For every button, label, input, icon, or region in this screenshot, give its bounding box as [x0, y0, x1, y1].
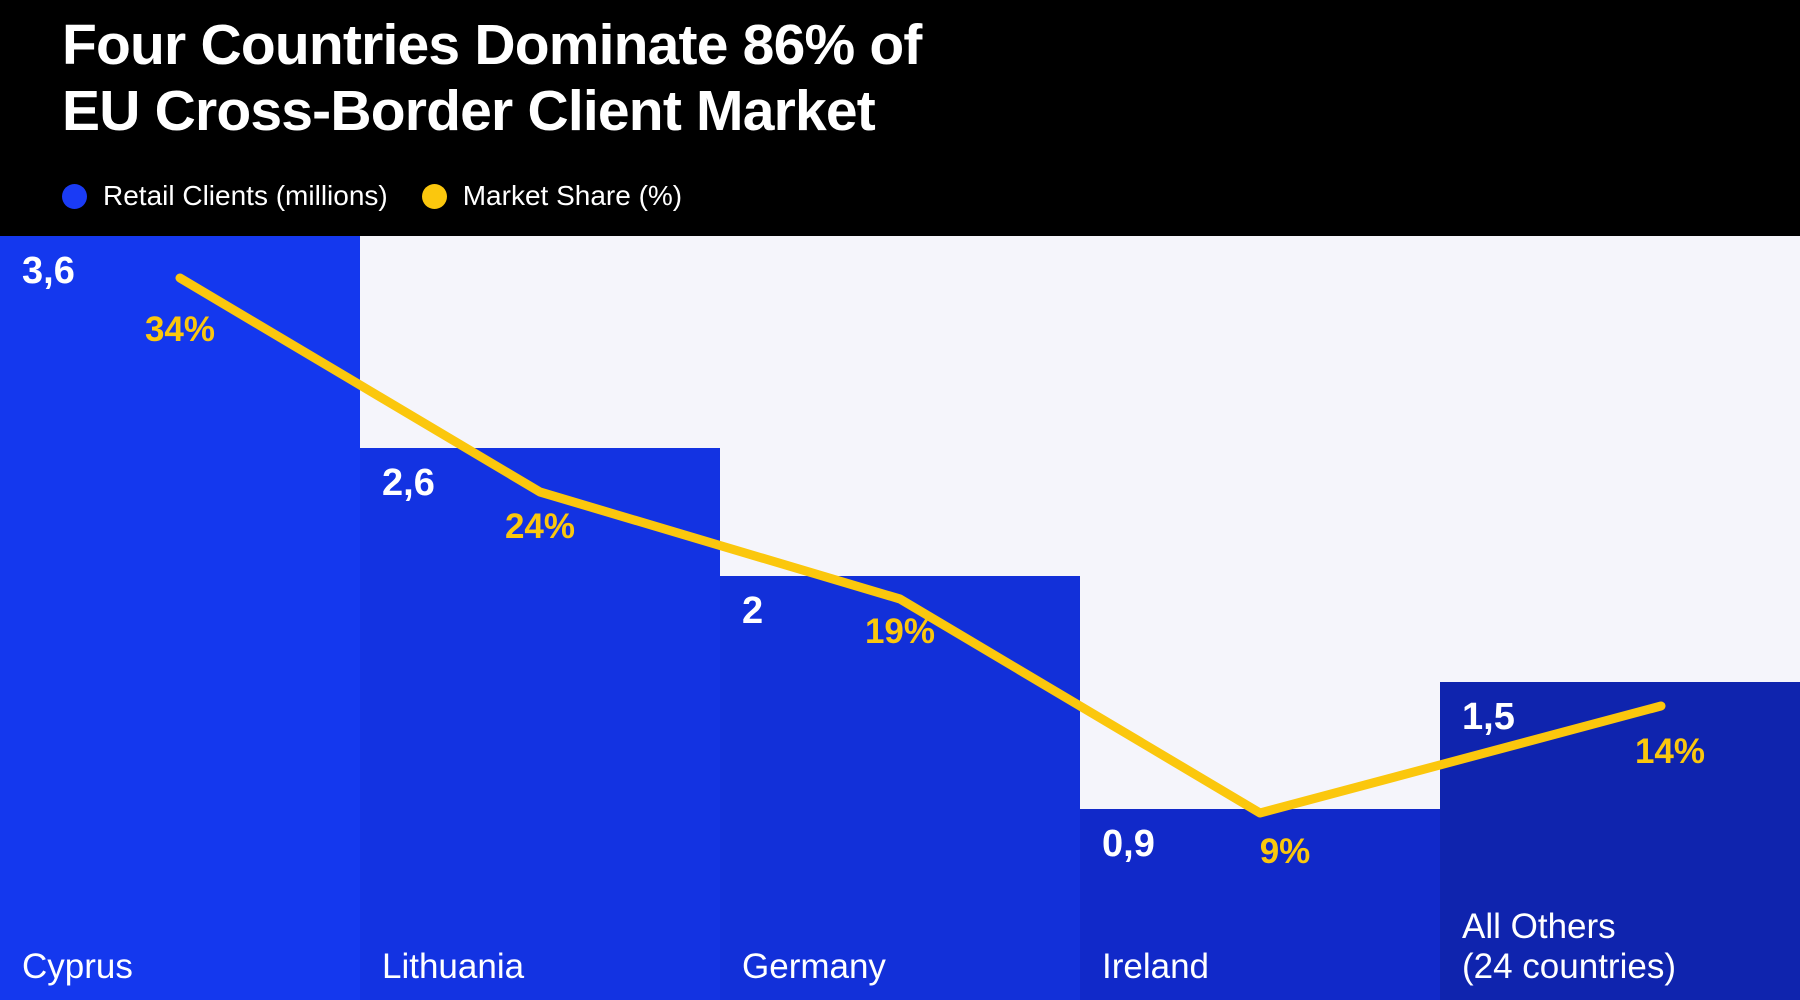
market-share-point-label-all-others: 14%	[1634, 732, 1706, 771]
bar-all-others: 1,5 All Others (24 countries)	[1440, 681, 1800, 1000]
legend-blue-circle-icon	[62, 183, 87, 209]
bar-category-label-germany: Germany	[742, 947, 886, 987]
header: Four Countries Dominate 86% of EU Cross-…	[0, 0, 1800, 236]
legend: Retail Clients (millions) Market Share (…	[62, 180, 682, 212]
title-line-1: Four Countries Dominate 86% of	[62, 13, 922, 77]
bar-value-label-all-others: 1,5	[1462, 695, 1515, 738]
bar-value-label-ireland: 0,9	[1102, 823, 1155, 865]
bar-category-label-ireland: Ireland	[1102, 947, 1210, 987]
market-share-point-label-germany: 19%	[864, 612, 936, 651]
legend-yellow-circle-icon	[421, 183, 447, 209]
market-share-point-label-cyprus: 34%	[144, 310, 216, 349]
bar-category-label-lithuania: Lithuania	[382, 947, 525, 987]
title-line-2: EU Cross-Border Client Market	[62, 79, 876, 143]
bar-value-label-germany: 2	[742, 589, 764, 632]
chart-area: 3,6 Cyprus 2,6 Lithuania 2 Germany 0,9 Ireland 1…	[0, 236, 1800, 1000]
legend-label-market-share: Market Share (%)	[462, 180, 683, 211]
bar-ireland: 0,9 Ireland	[1080, 809, 1440, 1000]
legend-label-retail-clients: Retail Clients (millions)	[103, 180, 388, 211]
legend-item-retail-clients: Retail Clients (millions)	[62, 180, 388, 212]
legend-item-market-share: Market Share (%)	[421, 180, 683, 212]
bar-value-label-cyprus: 3,6	[22, 250, 75, 292]
market-share-point-label-ireland: 9%	[1259, 832, 1311, 871]
bar-value-label-lithuania: 2,6	[382, 462, 435, 505]
chart-title: Four Countries Dominate 86% of EU Cross-…	[62, 12, 922, 144]
bar-category-label-cyprus: Cyprus	[22, 947, 133, 987]
bar-category-label-all-others: All Others (24 countries)	[1462, 906, 1676, 987]
market-share-point-label-lithuania: 24%	[504, 507, 576, 546]
bar-cyprus: 3,6 Cyprus	[0, 236, 360, 1000]
